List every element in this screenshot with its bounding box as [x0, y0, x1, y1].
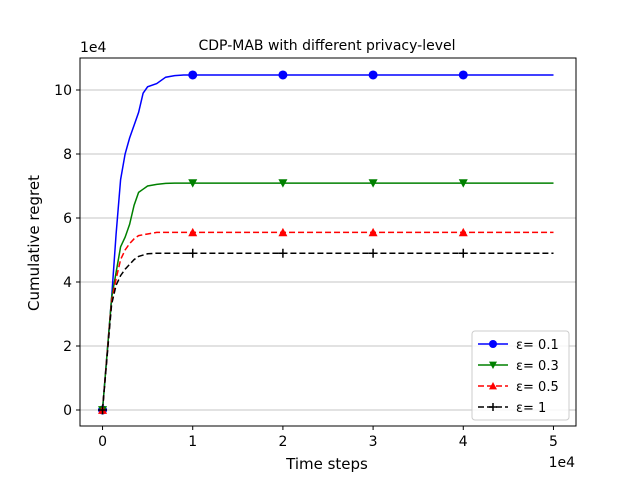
legend-label: ε= 0.3: [516, 359, 559, 374]
series-marker: [98, 405, 108, 415]
series-marker: [368, 70, 378, 80]
series-marker: [489, 382, 497, 390]
y-tick-label: 6: [63, 211, 72, 227]
x-tick-label: 4: [459, 434, 468, 450]
y-axis-multiplier: 1e4: [80, 40, 107, 56]
series-marker: [278, 248, 288, 258]
series-marker: [458, 248, 468, 258]
series-marker: [458, 179, 468, 188]
series-line: [101, 182, 554, 411]
series-marker: [188, 70, 198, 80]
x-tick-label: 2: [278, 434, 287, 450]
series-marker: [188, 248, 198, 258]
legend-label: ε= 0.1: [516, 338, 559, 353]
x-axis-multiplier: 1e4: [549, 455, 576, 471]
series-marker: [278, 227, 288, 237]
y-axis-label: Cumulative regret: [25, 175, 43, 311]
y-tick-label: 0: [63, 403, 72, 419]
axis-ticks: 0 2 4 6 8 10 0 1 2 3 4 5: [54, 83, 558, 450]
series-marker: [458, 70, 468, 80]
series-marker: [188, 179, 198, 188]
chart-title: CDP-MAB with different privacy-level: [199, 38, 456, 54]
series-markers: [98, 70, 468, 415]
y-tick-label: 10: [54, 83, 72, 99]
series-marker: [368, 227, 378, 237]
series-marker: [188, 227, 198, 237]
x-axis-label: Time steps: [285, 455, 368, 473]
plot-frame: [79, 57, 577, 427]
legend: ε= 0.1 ε= 0.3 ε= 0.5 ε= 1: [471, 330, 570, 421]
y-tick-label: 4: [63, 275, 72, 291]
legend-label: ε= 1: [516, 401, 546, 416]
series-marker: [489, 403, 497, 411]
x-tick-label: 0: [98, 434, 107, 450]
legend-box: [471, 330, 570, 421]
series-line: [101, 252, 554, 411]
x-tick-label: 1: [188, 434, 197, 450]
series-line: [101, 231, 554, 411]
series-marker: [489, 340, 497, 348]
y-tick-label: 8: [63, 147, 72, 163]
x-tick-label: 5: [549, 434, 558, 450]
series-marker: [458, 227, 468, 237]
series-marker: [368, 248, 378, 258]
series-marker: [368, 179, 378, 188]
y-tick-label: 2: [63, 339, 72, 355]
x-tick-label: 3: [369, 434, 378, 450]
series-marker: [278, 70, 288, 80]
series-marker: [278, 179, 288, 188]
series-marker: [489, 361, 497, 369]
legend-label: ε= 0.5: [516, 380, 559, 395]
